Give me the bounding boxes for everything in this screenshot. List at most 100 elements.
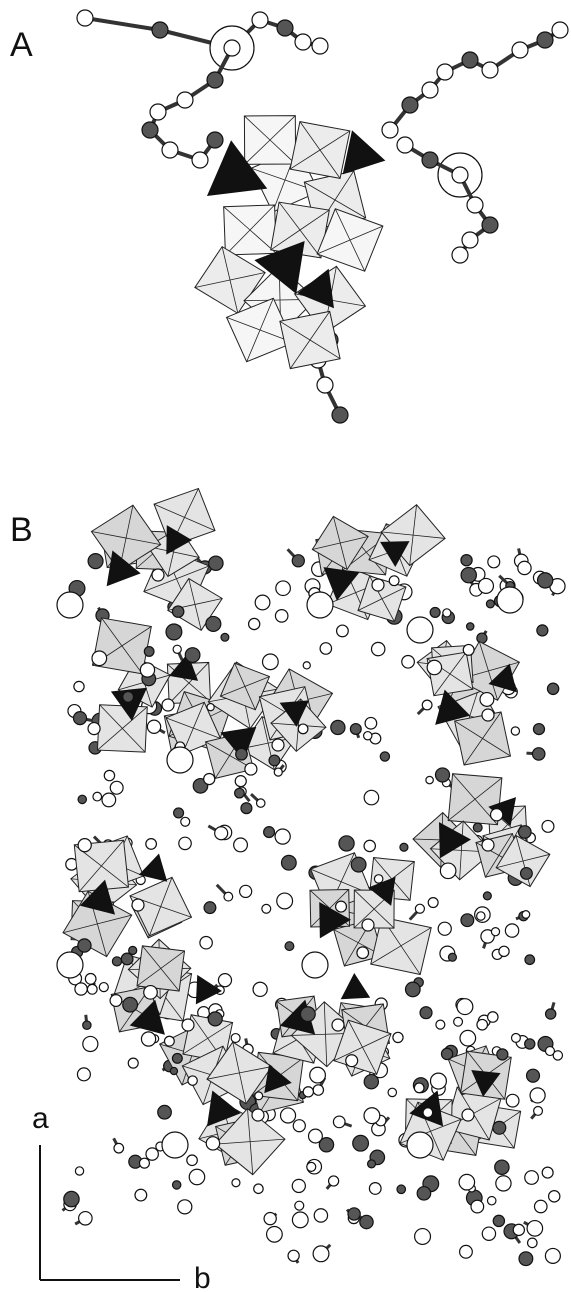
atom [477, 1019, 488, 1030]
atom [499, 946, 509, 956]
atom [275, 829, 290, 844]
atom [162, 142, 178, 158]
atom-dark [430, 607, 440, 617]
atom [505, 924, 518, 937]
atom-dark [339, 836, 354, 851]
atom [79, 1212, 92, 1225]
atom-dark [420, 1007, 432, 1019]
atom [393, 1032, 403, 1042]
atom [179, 837, 191, 849]
atom-dark [400, 843, 408, 851]
atom-dark [144, 647, 154, 657]
atom [460, 1245, 473, 1258]
atom [317, 377, 333, 393]
atom [365, 717, 377, 729]
atom [382, 122, 398, 138]
atom-dark [264, 827, 275, 838]
atom [303, 1087, 313, 1097]
atom-dark [364, 1075, 378, 1089]
atom [428, 898, 438, 908]
atom-dark [112, 957, 121, 966]
tetrahedron [343, 131, 384, 173]
atom [74, 681, 84, 691]
atom [298, 724, 308, 734]
atom [254, 1184, 263, 1193]
atom [527, 1221, 543, 1237]
atom [422, 700, 432, 710]
atom-dark [521, 868, 533, 880]
atom [245, 763, 257, 775]
atom [440, 863, 456, 879]
atom [415, 904, 424, 913]
atom-dark [380, 752, 389, 761]
atom [414, 1083, 424, 1093]
atom-dark [277, 20, 293, 36]
atom [110, 781, 123, 794]
atom [389, 576, 399, 586]
atom-dark [88, 554, 103, 569]
atom [204, 773, 215, 784]
atom [77, 10, 93, 26]
atom [135, 1189, 147, 1201]
atom [231, 1034, 240, 1043]
atom [85, 974, 96, 985]
atom [114, 1143, 124, 1153]
panel-label: A [10, 26, 33, 64]
atom [146, 839, 157, 850]
atom-dark [422, 152, 438, 168]
atom [255, 595, 270, 610]
atom [364, 1108, 380, 1124]
atom [482, 839, 494, 851]
tetrahedron [196, 976, 221, 1004]
atom [57, 952, 83, 978]
atom-dark [473, 823, 482, 832]
atom [181, 817, 190, 826]
atom [207, 704, 214, 711]
axis-label: b [194, 1262, 211, 1292]
atom [167, 747, 193, 773]
atom-dark [300, 1007, 315, 1022]
atom [497, 587, 523, 613]
atom [427, 660, 441, 674]
atom [506, 1094, 519, 1107]
atom [462, 1109, 474, 1121]
atom [200, 937, 212, 949]
atom [487, 1197, 495, 1205]
atom-dark [525, 955, 535, 965]
atom [295, 1201, 304, 1210]
atom [92, 651, 107, 666]
atom [144, 986, 158, 1000]
atom [224, 40, 240, 56]
atom [189, 1169, 204, 1184]
atom [480, 693, 494, 707]
atom [522, 911, 530, 919]
atom [364, 790, 379, 805]
atom [452, 167, 468, 183]
atom-dark [285, 942, 294, 951]
atom [192, 152, 208, 168]
atom [263, 654, 279, 670]
atom [178, 1200, 192, 1214]
atom [110, 995, 122, 1007]
atom-dark [527, 1069, 540, 1082]
atom [102, 793, 116, 807]
atom [274, 768, 282, 776]
atom-dark [173, 1181, 181, 1189]
atom [364, 732, 372, 740]
atom [162, 1132, 188, 1158]
atom-dark [78, 939, 91, 952]
atom [187, 1155, 198, 1166]
atom [362, 919, 374, 931]
tetrahedron [342, 974, 370, 999]
atom [313, 1246, 329, 1262]
atom [545, 1248, 560, 1263]
atom-dark [461, 914, 474, 927]
atom-dark [170, 1067, 177, 1074]
atom [511, 727, 519, 735]
atom-dark [525, 1039, 535, 1049]
axis-label: a [32, 1102, 49, 1135]
atom [530, 1088, 545, 1103]
atom-dark [236, 748, 248, 760]
atom-dark [402, 97, 418, 113]
atom [83, 1036, 98, 1051]
